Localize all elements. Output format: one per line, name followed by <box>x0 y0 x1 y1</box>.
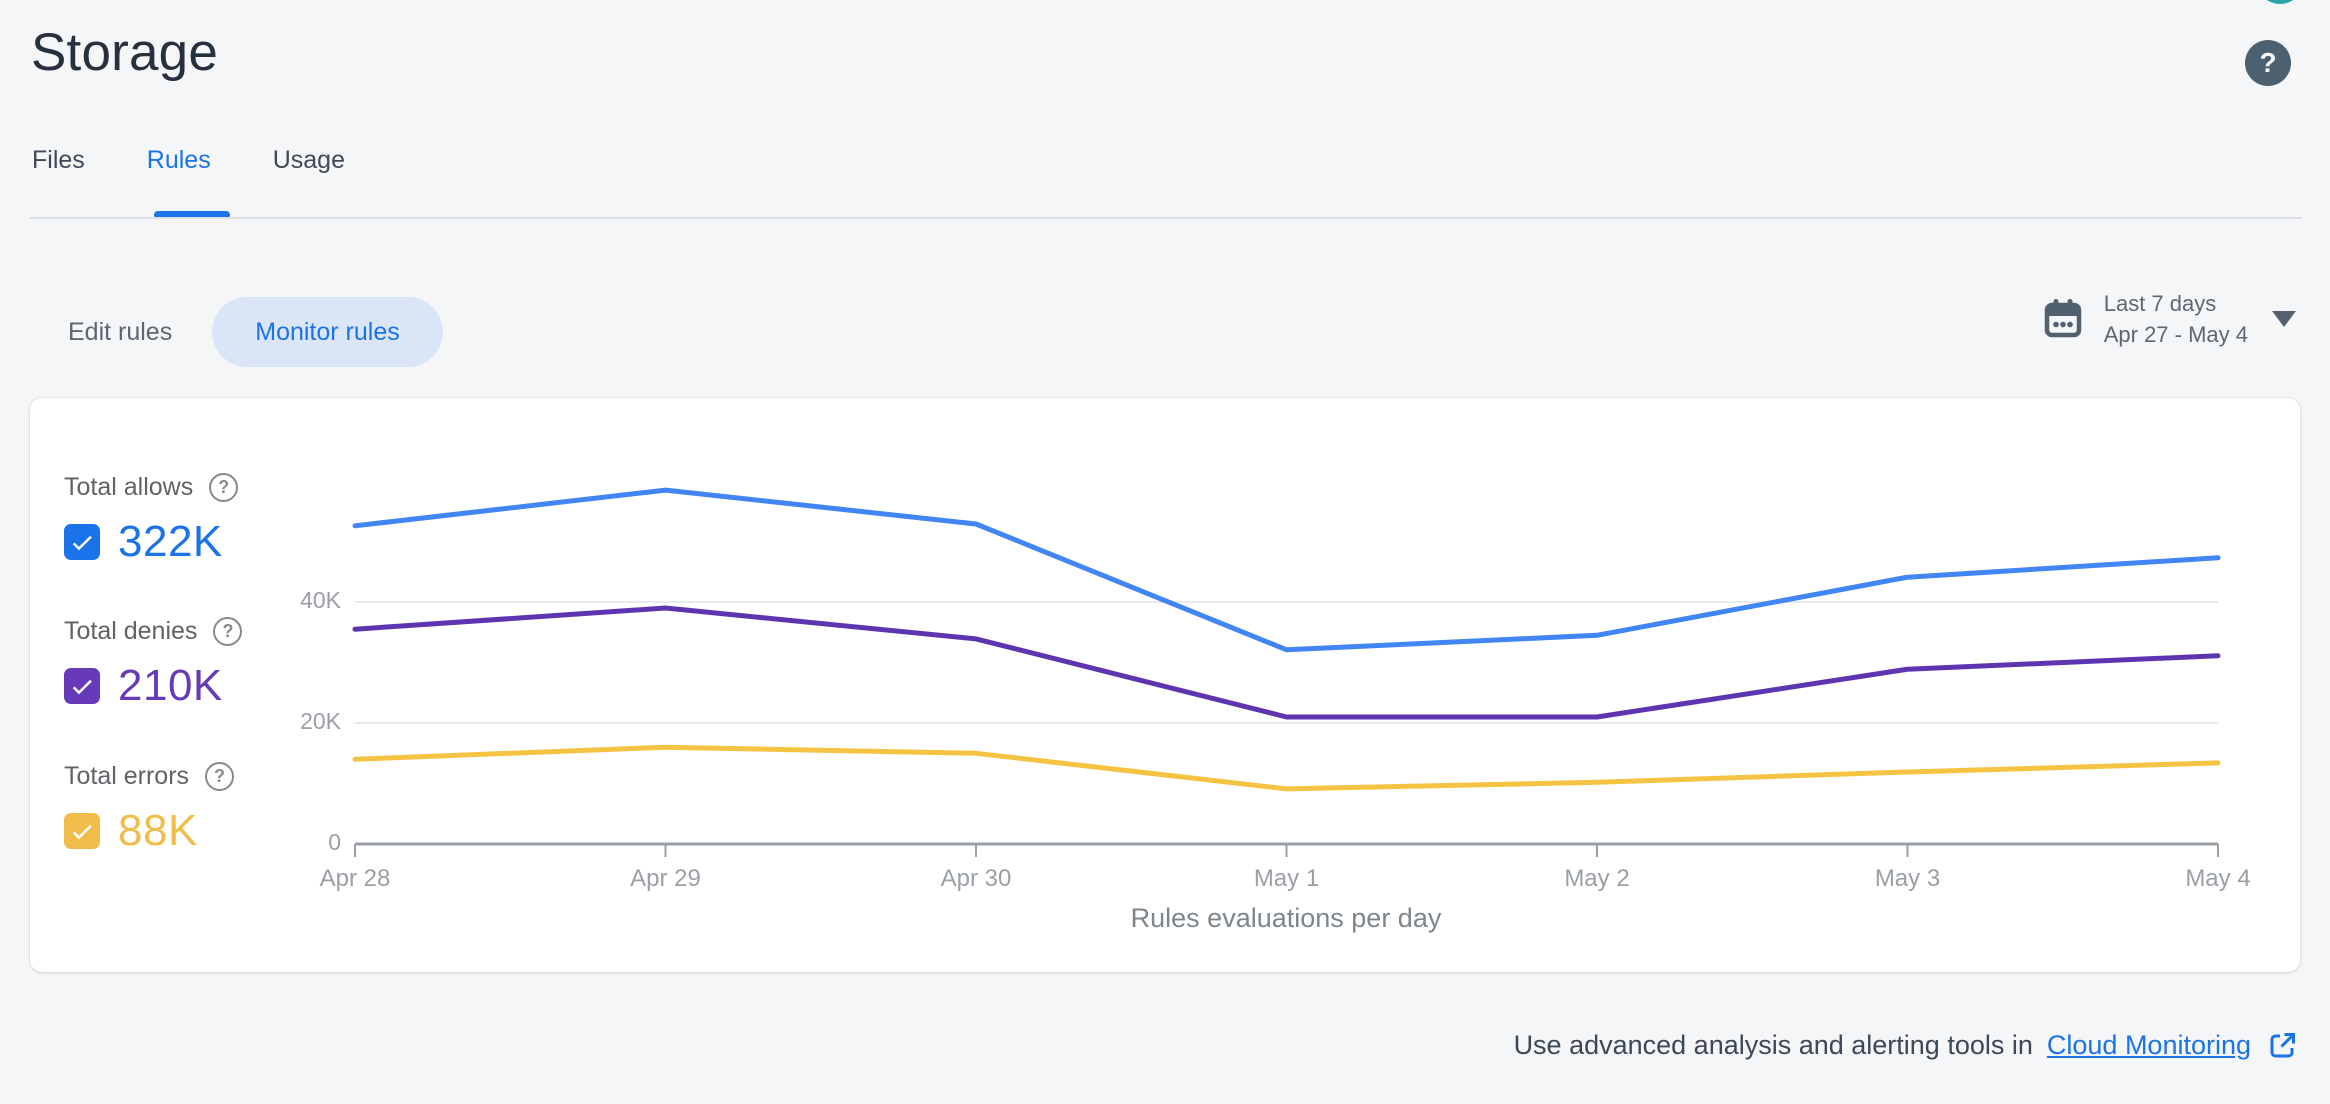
tab-usage[interactable]: Usage <box>272 146 345 174</box>
date-range-picker[interactable]: Last 7 days Apr 27 - May 4 <box>2040 288 2296 350</box>
cloud-monitoring-link[interactable]: Cloud Monitoring <box>2046 1030 2251 1060</box>
series-checkbox-errors[interactable] <box>64 813 100 849</box>
legend-item-denies: Total denies ? 210K <box>64 616 354 712</box>
legend-value: 210K <box>118 661 223 710</box>
date-range-dates: Apr 27 - May 4 <box>2103 322 2248 347</box>
check-icon <box>72 824 92 840</box>
question-mark-icon: ? <box>2259 47 2277 78</box>
footer-text: Use advanced analysis and alerting tools… <box>1513 1030 2033 1060</box>
legend-label: Total allows <box>64 472 194 501</box>
chart-card <box>30 398 2300 972</box>
monitor-rules-button[interactable]: Monitor rules <box>212 297 443 367</box>
date-range-text: Last 7 days Apr 27 - May 4 <box>2104 288 2248 350</box>
account-avatar[interactable] <box>2256 0 2304 4</box>
legend-value: 88K <box>118 806 198 855</box>
edit-rules-button[interactable]: Edit rules <box>60 297 180 367</box>
help-icon[interactable]: ? <box>213 616 243 646</box>
calendar-icon <box>2044 299 2081 338</box>
tab-files[interactable]: Files <box>32 146 85 174</box>
check-icon <box>72 679 92 695</box>
chevron-down-icon <box>2272 311 2296 327</box>
check-icon <box>72 535 92 551</box>
page-title: Storage <box>31 23 219 82</box>
legend-label: Total errors <box>64 761 190 790</box>
footer-note: Use advanced analysis and alerting tools… <box>1514 1030 2298 1061</box>
external-link-icon <box>2270 1033 2295 1058</box>
series-checkbox-denies[interactable] <box>64 668 100 704</box>
help-icon[interactable]: ? <box>209 472 239 502</box>
help-button[interactable]: ? <box>2245 40 2291 86</box>
series-checkbox-allows[interactable] <box>64 524 100 560</box>
tab-divider <box>30 217 2302 219</box>
legend-item-allows: Total allows ? 322K <box>64 472 354 568</box>
tab-rules[interactable]: Rules <box>146 146 211 174</box>
legend-item-errors: Total errors ? 88K <box>64 761 354 857</box>
help-icon[interactable]: ? <box>205 761 235 791</box>
date-range-preset: Last 7 days <box>2103 291 2217 316</box>
tab-bar: Files Rules Usage <box>32 140 345 180</box>
active-tab-indicator <box>154 211 230 219</box>
legend-label: Total denies <box>64 616 198 645</box>
chart-title: Rules evaluations per day <box>1130 903 1442 933</box>
legend-value: 322K <box>118 517 223 566</box>
